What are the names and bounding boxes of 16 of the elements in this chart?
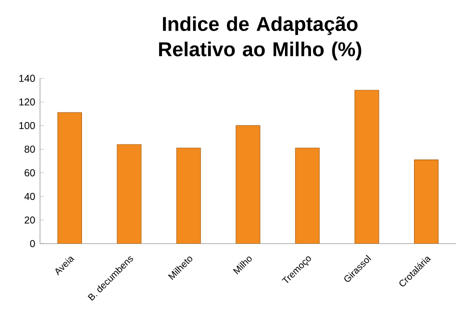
bar xyxy=(57,112,82,244)
chart-title: Indice de Adaptação Relativo ao Milho (%) xyxy=(159,16,362,60)
bar xyxy=(354,90,380,244)
y-tick-label: 80 xyxy=(24,146,35,153)
y-tick-label: 40 xyxy=(24,192,35,200)
bar xyxy=(176,148,201,244)
y-tick-label: 60 xyxy=(24,169,35,176)
y-tick-label: 20 xyxy=(24,216,35,224)
bar xyxy=(414,160,439,244)
bar xyxy=(295,148,320,244)
bar xyxy=(116,144,142,244)
y-tick-label: 100 xyxy=(19,122,35,130)
y-tick-label: 140 xyxy=(19,74,35,82)
y-tick-label: 120 xyxy=(19,98,35,106)
bar xyxy=(236,125,260,244)
y-tick-label: 0 xyxy=(30,240,35,248)
